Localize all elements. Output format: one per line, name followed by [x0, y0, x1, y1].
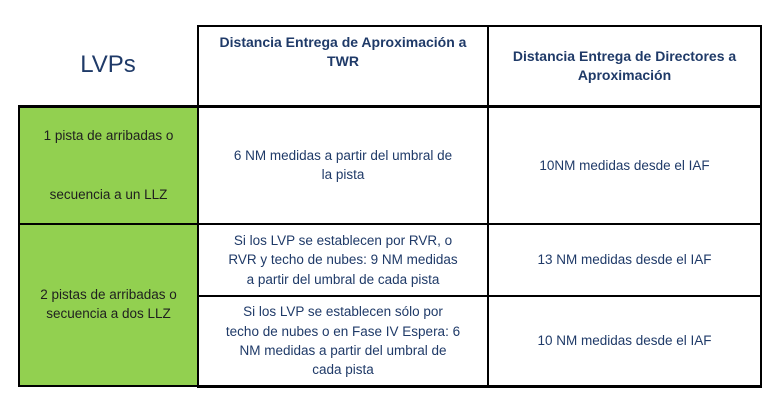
table-row-1-runway: 1 pista de arribadas o secuencia a un LL…: [18, 105, 762, 225]
table-row-2-runways-sub2: Si los LVP se establecen sólo por techo …: [19, 295, 762, 388]
header-row: LVPs Distancia Entrega de Aproximación a…: [19, 25, 762, 108]
table-row-2-runways-sub1: 2 pistas de arribadas o secuencia a dos …: [18, 223, 762, 387]
row-label-1-pista: 1 pista de arribadas o secuencia a un LL…: [18, 105, 199, 225]
cell-r2a-iaf-distance: 13 NM medidas desde el IAF: [487, 223, 762, 297]
row-label-2-pistas: 2 pistas de arribadas o secuencia a dos …: [18, 223, 199, 387]
lvp-distances-table: LVPs Distancia Entrega de Aproximación a…: [18, 25, 762, 388]
header-distancia-twr: Distancia Entrega de Aproximación a TWR: [197, 25, 489, 108]
cell-r2a-twr-distance: Si los LVP se establecen por RVR, o RVR …: [197, 223, 489, 297]
cell-r1-iaf-distance: 10NM medidas desde el IAF: [487, 105, 762, 225]
cell-r1-twr-distance: 6 NM medidas a partir del umbral de la p…: [197, 105, 489, 225]
header-distancia-directores: Distancia Entrega de Directores a Aproxi…: [487, 25, 762, 108]
corner-cell-lvps: LVPs: [19, 26, 199, 108]
cell-r2b-twr-distance: Si los LVP se establecen sólo por techo …: [197, 295, 489, 388]
cell-r2b-iaf-distance: 10 NM medidas desde el IAF: [487, 295, 762, 388]
